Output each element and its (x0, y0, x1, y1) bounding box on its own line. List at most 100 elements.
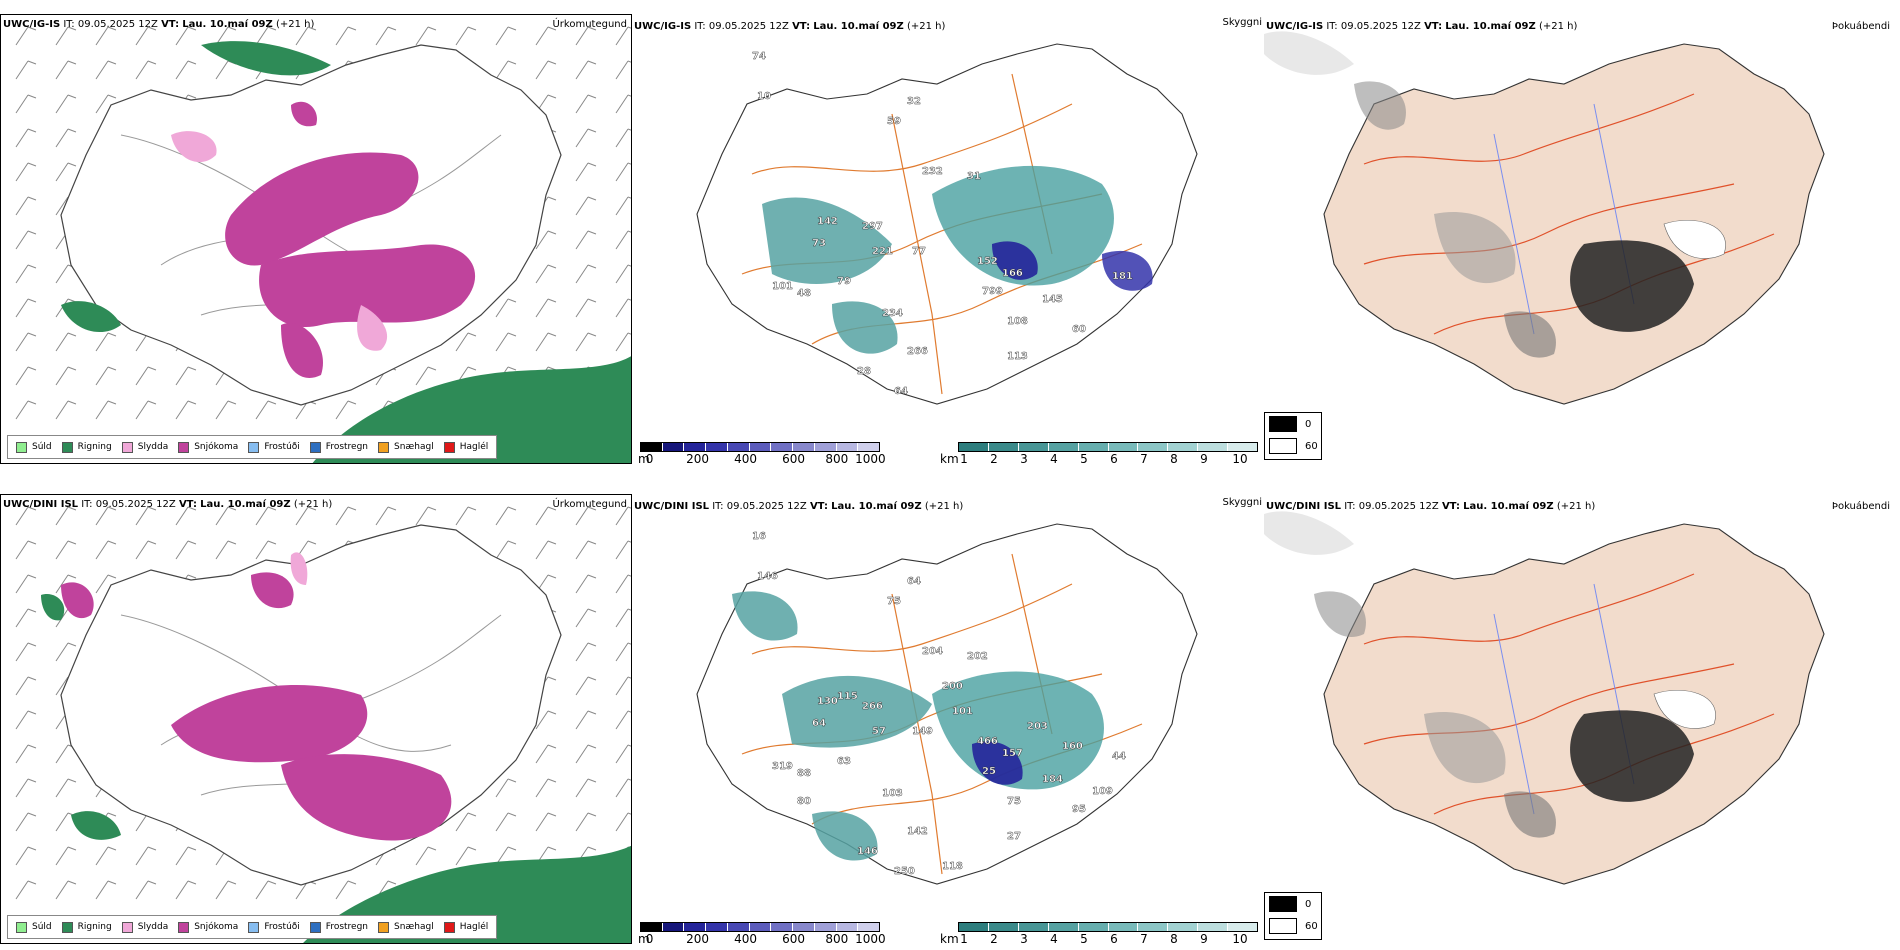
wind-barb (615, 128, 631, 148)
wind-barb (55, 94, 77, 114)
wind-barb (55, 846, 77, 866)
colorbar-height-m: 0 200 400 600 800 1000 m (638, 922, 886, 944)
cloud-base-label: 160 (1062, 741, 1083, 752)
cloud-base-label: 64 (907, 576, 921, 587)
colorbar-swatch (1018, 923, 1049, 931)
legend-item: Snjókoma (178, 441, 238, 453)
wind-barb (615, 642, 631, 662)
wind-barb (15, 540, 37, 560)
wind-barb (55, 506, 77, 526)
colorbar-m-ticks: 0 200 400 600 800 1000 (640, 452, 886, 464)
precip-type-panel-bottom: UWC/DINI ISL IT: 09.05.2025 12Z VT: Lau.… (0, 494, 632, 944)
colorbar-height-m: 0 200 400 600 800 1000 m (638, 442, 886, 464)
panel-title: Skyggni (1222, 17, 1262, 28)
cloud-base-label: 118 (942, 861, 963, 872)
wind-barb (415, 506, 437, 526)
cloud-base-panel-bottom: UWC/DINI ISL IT: 09.05.2025 12Z VT: Lau.… (632, 494, 1264, 944)
wind-barb (15, 846, 37, 866)
cloud-base-label: 75 (1007, 796, 1021, 807)
wind-barb (575, 778, 597, 798)
colorbar-swatch (641, 923, 663, 931)
lead-time: (+21 h) (275, 19, 315, 30)
legend-swatch (309, 921, 321, 933)
cloud-base-label: 25 (982, 766, 996, 777)
wind-barb (95, 880, 117, 900)
colorbar-swatch (1228, 923, 1258, 931)
legend-item: Rigning (61, 441, 112, 453)
legend-label: Haglél (459, 442, 489, 452)
wind-barb (495, 60, 517, 80)
colorbar-swatch (1228, 443, 1258, 451)
fog-index-map (1264, 511, 1825, 885)
valid-time: Lau. 10.maí 09Z (182, 19, 273, 30)
wind-barb (575, 128, 597, 148)
wind-barb (535, 812, 557, 832)
model-name: UWC/IG-IS (634, 21, 692, 32)
wind-barb (215, 506, 237, 526)
legend-item: Slydda (121, 441, 169, 453)
wind-barb (495, 506, 517, 526)
model-name: UWC/DINI ISL (634, 501, 710, 512)
colorbar-swatch (1078, 923, 1109, 931)
wind-barb (15, 332, 37, 352)
legend-label: Slydda (137, 442, 169, 452)
wind-barb (55, 128, 77, 148)
colorbar-swatch (771, 443, 794, 451)
wind-barb (575, 26, 597, 46)
cloud-base-label: 109 (1092, 786, 1113, 797)
wind-barb (135, 846, 157, 866)
legend-item: Frostregn (309, 441, 368, 453)
wind-barb (615, 608, 631, 628)
wind-barb (15, 196, 37, 216)
wind-barb (55, 778, 77, 798)
cloud-base-label: 152 (977, 256, 998, 267)
colorbar-tick-label: 200 (686, 452, 710, 464)
cloud-base-panel-top: UWC/IG-IS IT: 09.05.2025 12Z VT: Lau. 10… (632, 14, 1264, 464)
wind-barb (375, 506, 397, 526)
wind-barb (255, 26, 277, 46)
wind-barb (535, 298, 557, 318)
panel-title: Úrkomutegund (552, 499, 627, 510)
cloud-base-label: 130 (817, 696, 838, 707)
wind-barb (255, 400, 277, 420)
precip-map (15, 26, 631, 463)
cloud-base-labels: 16 146 64 75 204 202 266 130 64 57 149 466 157 25 184 4… (752, 531, 1126, 877)
colorbar-swatch (1048, 443, 1079, 451)
legend-swatch (178, 441, 190, 453)
panel-title: Þokuábendi (1831, 21, 1890, 32)
colorbar-swatch (1048, 923, 1079, 931)
wind-barb (175, 366, 197, 386)
precip-map (15, 506, 631, 943)
cloud-base-label: 108 (1007, 316, 1028, 327)
wind-barb (535, 60, 557, 80)
colorbar-visibility-km: 1 2 3 4 5 6 7 8 9 10 km (940, 922, 1258, 944)
colorbar-tick-label: 9 (1200, 932, 1208, 944)
cloud-base-map: 74 10 32 59 232 31 297 142 73 221 77 152 166 799 145 18… (696, 43, 1198, 405)
colorbar-swatch (706, 443, 728, 451)
colorbar-swatch (662, 923, 685, 931)
precip-type-panel-top: UWC/IG-IS IT: 09.05.2025 12Z VT: Lau. 10… (0, 14, 632, 464)
legend-item: Frostregn (309, 921, 368, 933)
colorbar-km-swatches (958, 442, 1258, 452)
colorbar-swatch (684, 923, 707, 931)
colorbar-tick-label: 2 (990, 452, 998, 464)
cloud-base-label: 221 (872, 246, 893, 257)
cloud-base-label: 64 (894, 386, 908, 397)
fog-index-panel-bottom: UWC/DINI ISL IT: 09.05.2025 12Z VT: Lau.… (1264, 494, 1900, 944)
wind-barb (455, 846, 477, 866)
wind-barb (135, 60, 157, 80)
colorbar-tick-label: 800 (825, 452, 849, 464)
wind-barb (615, 230, 631, 250)
colorbar-swatch (727, 443, 750, 451)
legend-item: Snæhagl (378, 921, 434, 933)
panel-title: Úrkomutegund (552, 19, 627, 30)
colorbar-swatch (1108, 443, 1139, 451)
cloud-base-label: 103 (882, 788, 903, 799)
colorbar-swatch (771, 923, 794, 931)
wind-barb (575, 710, 597, 730)
wind-barb (575, 230, 597, 250)
wind-barb (15, 400, 37, 420)
cloud-base-label: 27 (1007, 831, 1021, 842)
panel-header: UWC/DINI ISL IT: 09.05.2025 12Z VT: Lau.… (3, 499, 332, 510)
wind-barb (15, 506, 37, 526)
